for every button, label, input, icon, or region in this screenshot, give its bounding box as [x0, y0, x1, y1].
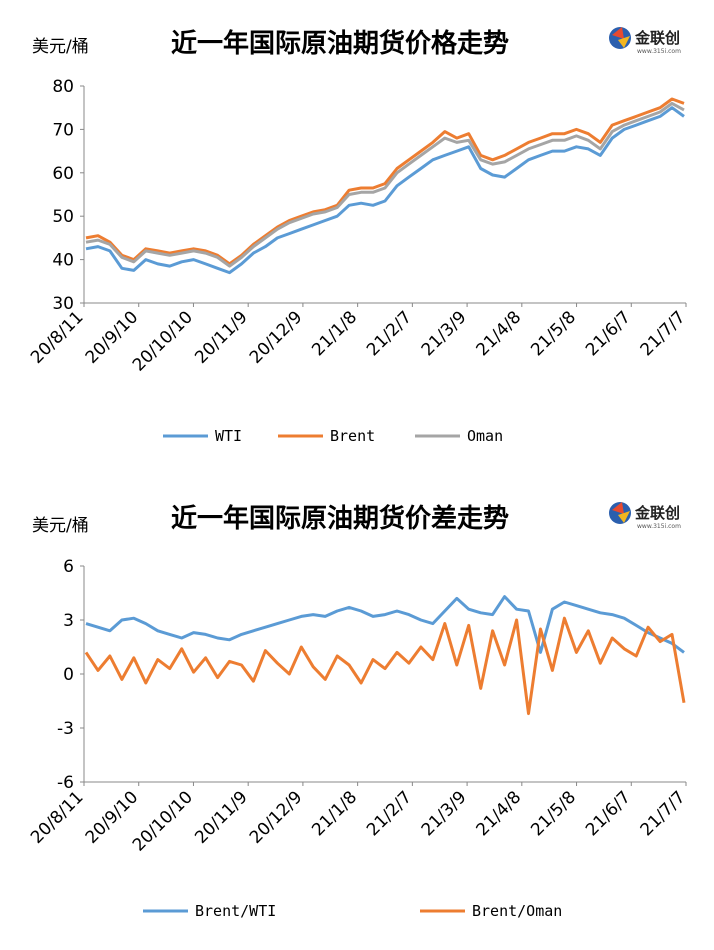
y-tick-label: 30	[52, 294, 74, 314]
x-tick-label: 21/6/7	[582, 307, 635, 360]
y-axis-unit: 美元/桶	[32, 516, 89, 536]
x-tick-label: 21/2/7	[363, 787, 416, 840]
series-line-oman	[85, 101, 685, 268]
legend-label: Oman	[467, 427, 503, 445]
legend-label: Brent	[330, 427, 375, 445]
x-tick-label: 21/1/8	[308, 307, 361, 360]
x-tick-label: 21/5/8	[527, 787, 580, 840]
legend: WTI Brent Oman	[163, 427, 503, 445]
chart-title: 近一年国际原油期货价格走势	[171, 28, 509, 59]
series-line-wti	[85, 106, 685, 275]
logo-text: 金联创	[634, 504, 680, 522]
x-tick-label: 21/7/7	[637, 787, 690, 840]
logo-subtext: www.315i.com	[637, 48, 681, 55]
x-tick-label: 21/6/7	[582, 787, 635, 840]
series-line-brent	[85, 97, 685, 266]
y-tick-label: 3	[63, 611, 74, 631]
y-tick-label: 60	[52, 164, 74, 184]
y-tick-label: 6	[63, 557, 74, 577]
chart-title: 近一年国际原油期货价差走势	[171, 503, 509, 534]
x-tick-label: 21/4/8	[473, 787, 526, 840]
y-tick-label: 40	[52, 251, 74, 271]
x-tick-label: 21/3/9	[418, 307, 471, 360]
logo-icon-accent	[612, 502, 624, 514]
x-tick-label: 20/10/10	[129, 787, 197, 855]
x-tick-label: 20/11/9	[191, 787, 251, 847]
logo-text: 金联创	[634, 29, 680, 47]
series-line-brent-wti	[85, 595, 685, 654]
x-tick-label: 20/12/9	[246, 787, 306, 847]
legend-label: Brent/WTI	[195, 902, 276, 920]
x-tick-label: 21/2/7	[363, 307, 416, 360]
y-tick-label: 0	[63, 665, 74, 685]
x-tick-label: 20/10/10	[129, 307, 197, 375]
series-line-brent-oman	[84, 616, 686, 716]
y-tick-label: 70	[52, 120, 74, 140]
x-tick-label: 21/5/8	[527, 307, 580, 360]
x-tick-label: 20/12/9	[246, 307, 306, 367]
x-tick-label: 21/7/7	[637, 307, 690, 360]
legend: Brent/WTI Brent/Oman	[143, 902, 562, 920]
logo-icon-accent-2	[618, 511, 630, 523]
y-axis-unit: 美元/桶	[32, 37, 89, 57]
y-tick-label: -6	[57, 773, 74, 793]
logo-icon-accent	[612, 27, 624, 39]
legend-label: Brent/Oman	[472, 902, 562, 920]
x-tick-label: 21/1/8	[308, 787, 361, 840]
x-tick-label: 20/11/9	[191, 307, 251, 367]
y-tick-label: 80	[52, 77, 74, 97]
x-tick-label: 21/3/9	[418, 787, 471, 840]
y-tick-label: -3	[57, 719, 74, 739]
logo-icon-accent-2	[618, 36, 630, 48]
x-tick-label: 20/8/11	[27, 307, 87, 367]
legend-label: WTI	[215, 427, 242, 445]
x-tick-label: 21/4/8	[473, 307, 526, 360]
logo-subtext: www.315i.com	[637, 523, 681, 530]
y-tick-label: 50	[52, 207, 74, 227]
x-tick-label: 20/8/11	[27, 787, 87, 847]
